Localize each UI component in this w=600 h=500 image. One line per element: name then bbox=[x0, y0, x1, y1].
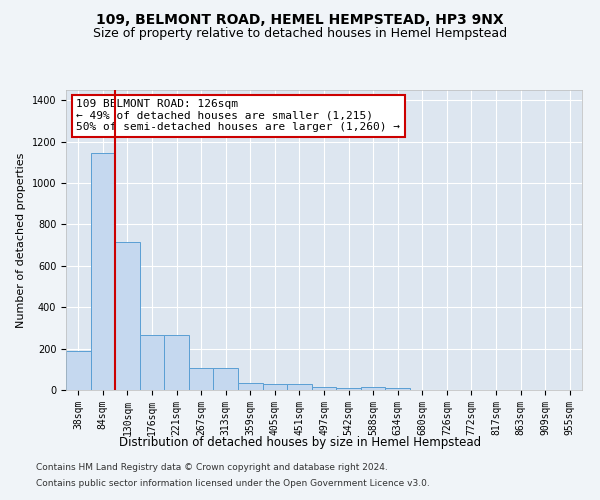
Bar bbox=[214, 368, 238, 390]
Bar bbox=[385, 388, 410, 390]
Text: Contains public sector information licensed under the Open Government Licence v3: Contains public sector information licen… bbox=[36, 478, 430, 488]
Bar bbox=[91, 153, 115, 390]
Bar bbox=[189, 368, 214, 390]
Bar bbox=[115, 242, 140, 390]
Y-axis label: Number of detached properties: Number of detached properties bbox=[16, 152, 26, 328]
Bar bbox=[312, 387, 336, 390]
Bar bbox=[336, 388, 361, 390]
Bar bbox=[140, 335, 164, 390]
Text: Size of property relative to detached houses in Hemel Hempstead: Size of property relative to detached ho… bbox=[93, 28, 507, 40]
Text: 109 BELMONT ROAD: 126sqm
← 49% of detached houses are smaller (1,215)
50% of sem: 109 BELMONT ROAD: 126sqm ← 49% of detach… bbox=[76, 99, 400, 132]
Text: Distribution of detached houses by size in Hemel Hempstead: Distribution of detached houses by size … bbox=[119, 436, 481, 449]
Bar bbox=[238, 383, 263, 390]
Bar bbox=[287, 384, 312, 390]
Text: Contains HM Land Registry data © Crown copyright and database right 2024.: Contains HM Land Registry data © Crown c… bbox=[36, 464, 388, 472]
Bar bbox=[263, 384, 287, 390]
Bar bbox=[66, 350, 91, 390]
Bar bbox=[164, 335, 189, 390]
Bar bbox=[361, 387, 385, 390]
Text: 109, BELMONT ROAD, HEMEL HEMPSTEAD, HP3 9NX: 109, BELMONT ROAD, HEMEL HEMPSTEAD, HP3 … bbox=[96, 12, 504, 26]
